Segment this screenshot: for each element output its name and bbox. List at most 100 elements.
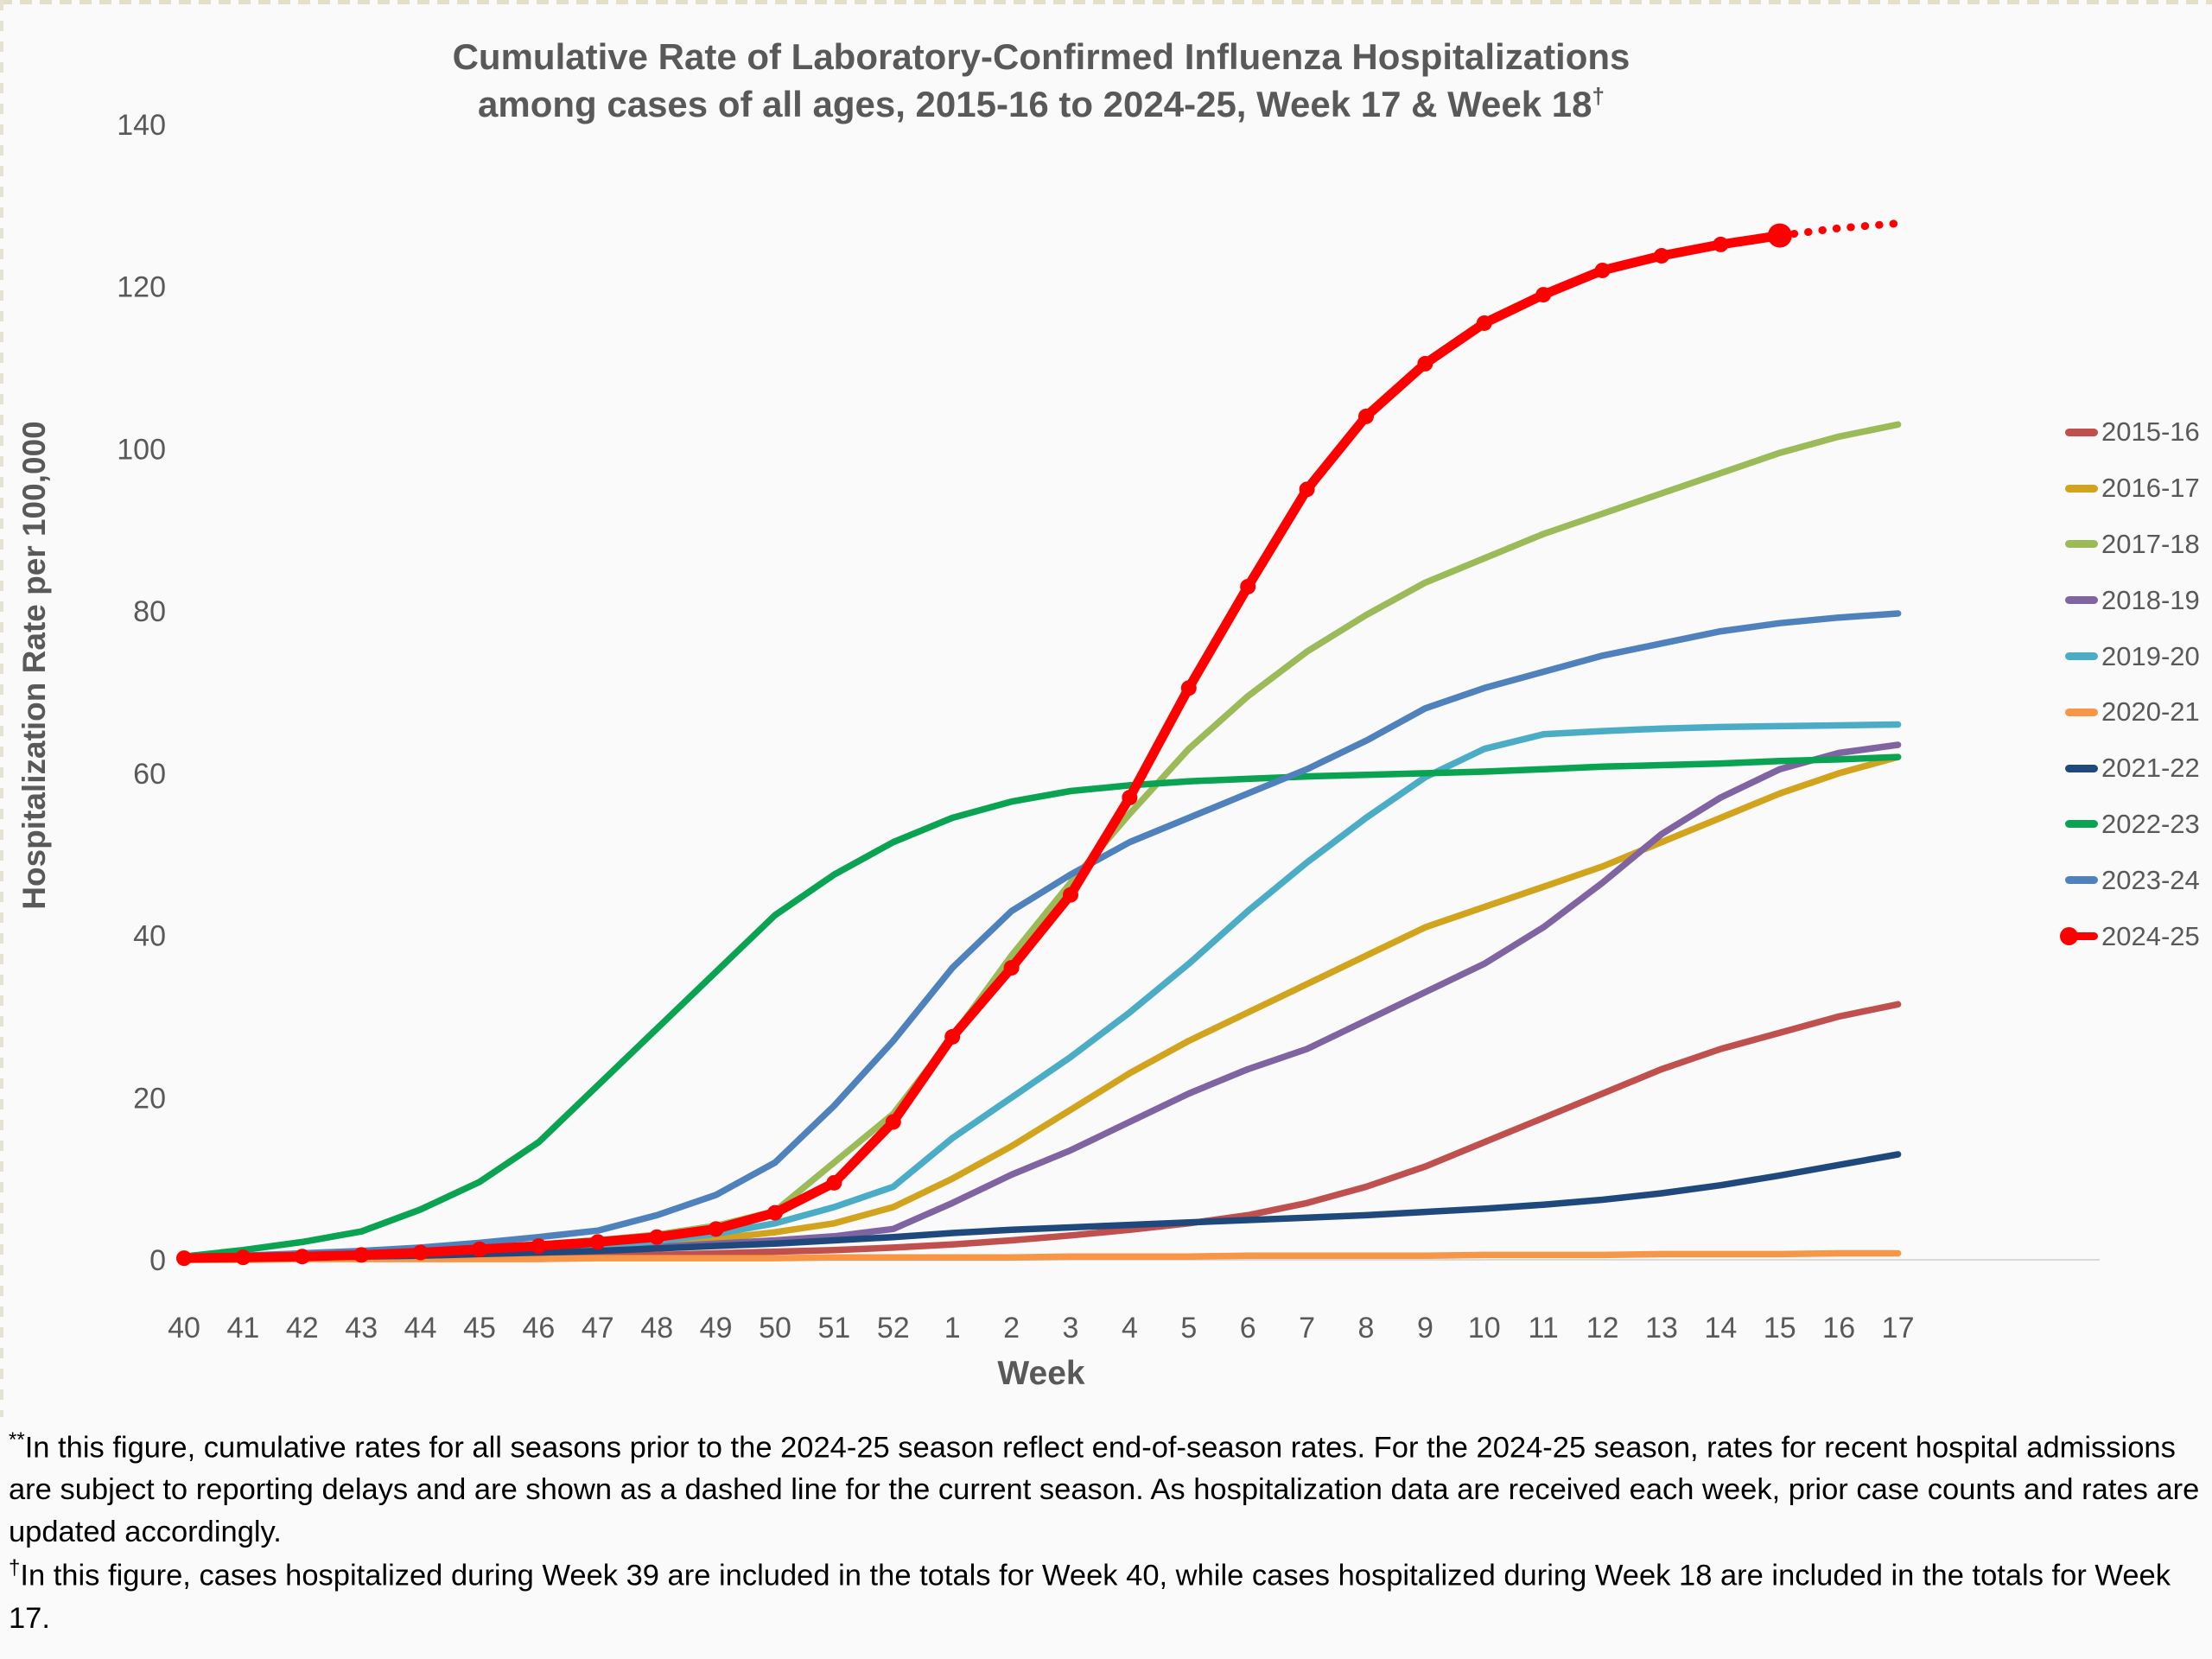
y-tick-label: 80	[133, 595, 166, 628]
series-marker-2024-25-wk44	[412, 1244, 429, 1261]
series-line-2022-23	[181, 753, 1902, 1260]
series-marker-2024-25-wk42	[294, 1249, 310, 1265]
series-marker-2024-25-wk49	[708, 1221, 724, 1237]
x-tick-label: 10	[1468, 1312, 1501, 1344]
x-axis-title: Week	[997, 1355, 1085, 1392]
series-marker-2024-25-wk4	[1122, 790, 1138, 806]
x-tick-label: 14	[1704, 1312, 1737, 1344]
x-tick-label: 3	[1063, 1312, 1079, 1344]
series-line-2020-21	[181, 1249, 1902, 1263]
legend-swatch-2021-22	[2065, 764, 2098, 772]
legend-swatch-2018-19	[2065, 596, 2098, 605]
series-marker-2024-25-wk13	[1654, 248, 1669, 264]
x-tick-label: 49	[700, 1312, 733, 1344]
chart-title-line2: among cases of all ages, 2015-16 to 2024…	[478, 84, 1592, 125]
footnote-dagger: †	[9, 1556, 21, 1580]
legend-item-2019-20: 2019-20	[2065, 628, 2200, 684]
legend-marker-dot-2024-25	[2060, 927, 2078, 946]
legend-label-2018-19: 2018-19	[2101, 584, 2200, 615]
legend-label-2015-16: 2015-16	[2101, 416, 2200, 448]
chart-title-superscript: †	[1592, 83, 1605, 110]
x-tick-label: 2	[1003, 1312, 1020, 1344]
legend-swatch-2024-25	[2060, 927, 2098, 946]
legend-label-2020-21: 2020-21	[2101, 696, 2200, 728]
series-marker-2024-25-wk12	[1594, 262, 1611, 278]
legend-swatch-2022-23	[2065, 820, 2098, 829]
page-top-dotted-border	[0, 0, 2212, 4]
legend-item-2016-17: 2016-17	[2065, 461, 2200, 517]
footnote-asterisks: **	[9, 1428, 25, 1452]
series-marker-2024-25-wk6	[1240, 578, 1256, 594]
x-tick-label: 41	[226, 1312, 259, 1344]
x-tick-label: 17	[1882, 1312, 1915, 1344]
series-line-2019-20	[181, 721, 1902, 1262]
series-dashed-projection-2024-25	[1776, 219, 1903, 240]
series-marker-2024-25-wk11	[1535, 287, 1552, 303]
y-tick-label: 40	[133, 920, 166, 953]
legend-item-2017-18: 2017-18	[2065, 517, 2200, 573]
x-tick-label: 51	[817, 1312, 850, 1344]
x-tick-label: 46	[522, 1312, 555, 1344]
series-marker-2024-25-wk9	[1417, 355, 1433, 372]
legend-swatch-2017-18	[2065, 540, 2098, 549]
footnote-reporting-delay: **In this figure, cumulative rates for a…	[9, 1428, 2200, 1549]
y-tick-label: 60	[133, 758, 166, 791]
series-marker-2024-25-wk14	[1713, 236, 1729, 252]
x-tick-label: 48	[640, 1312, 673, 1344]
x-tick-label: 44	[404, 1312, 437, 1344]
legend-swatch-2020-21	[2065, 708, 2098, 716]
legend-label-2016-17: 2016-17	[2101, 473, 2200, 504]
y-tick-label: 20	[133, 1082, 166, 1115]
y-tick-label: 140	[117, 109, 166, 142]
series-marker-2024-25-wk43	[353, 1247, 370, 1263]
series-marker-2024-25-wk46	[531, 1238, 547, 1255]
legend-swatch-2019-20	[2065, 652, 2098, 661]
chart-legend: 2015-16 2016-17 2017-18 2018-19 2019-20 2020-…	[2060, 404, 2200, 964]
series-marker-2024-25-wk50	[767, 1205, 783, 1221]
series-marker-2024-25-wk15	[1767, 223, 1792, 248]
legend-label-2019-20: 2019-20	[2101, 640, 2200, 671]
legend-label-2017-18: 2017-18	[2101, 528, 2200, 559]
y-tick-label: 100	[117, 433, 166, 466]
series-marker-2024-25-wk51	[826, 1174, 842, 1191]
series-marker-2024-25-wk40	[176, 1250, 192, 1267]
series-line-2016-17	[181, 753, 1902, 1262]
x-tick-label: 15	[1764, 1312, 1796, 1344]
x-tick-label: 13	[1645, 1312, 1678, 1344]
x-tick-label: 45	[463, 1312, 496, 1344]
legend-label-2022-23: 2022-23	[2101, 808, 2200, 839]
x-tick-label: 4	[1122, 1312, 1138, 1344]
x-tick-label: 16	[1822, 1312, 1855, 1344]
x-tick-label: 50	[759, 1312, 791, 1344]
series-marker-2024-25-wk3	[1063, 887, 1078, 903]
series-marker-2024-25-wk41	[235, 1249, 251, 1266]
series-line-2024-25	[179, 231, 1785, 1263]
legend-swatch-2016-17	[2065, 484, 2098, 493]
legend-label-2023-24: 2023-24	[2101, 864, 2200, 895]
footnote-week-totals: †In this figure, cases hospitalized duri…	[9, 1556, 2171, 1635]
legend-item-2021-22: 2021-22	[2065, 741, 2200, 797]
x-tick-label: 9	[1417, 1312, 1433, 1344]
legend-swatch-2023-24	[2065, 876, 2098, 885]
series-marker-2024-25-wk7	[1299, 481, 1315, 498]
series-marker-2024-25-wk8	[1358, 408, 1374, 424]
series-marker-2024-25-wk45	[472, 1241, 487, 1257]
page-left-dotted-border	[0, 0, 3, 1417]
series-marker-2024-25-wk1	[944, 1028, 961, 1045]
x-tick-label: 8	[1358, 1312, 1375, 1344]
series-line-2023-24	[181, 610, 1902, 1261]
x-tick-label: 5	[1180, 1312, 1197, 1344]
legend-swatch-2015-16	[2065, 428, 2098, 436]
series-line-2017-18	[181, 421, 1902, 1261]
series-marker-2024-25-wk48	[649, 1229, 665, 1245]
x-tick-label: 43	[345, 1312, 378, 1344]
legend-item-2024-25: 2024-25	[2060, 908, 2200, 964]
footnotes: **In this figure, cumulative rates for a…	[9, 1426, 2207, 1640]
x-tick-label: 1	[944, 1312, 961, 1344]
legend-item-2018-19: 2018-19	[2065, 572, 2200, 628]
series-marker-2024-25-wk47	[589, 1234, 606, 1250]
x-tick-label: 12	[1586, 1312, 1619, 1344]
legend-label-2024-25: 2024-25	[2101, 920, 2200, 951]
